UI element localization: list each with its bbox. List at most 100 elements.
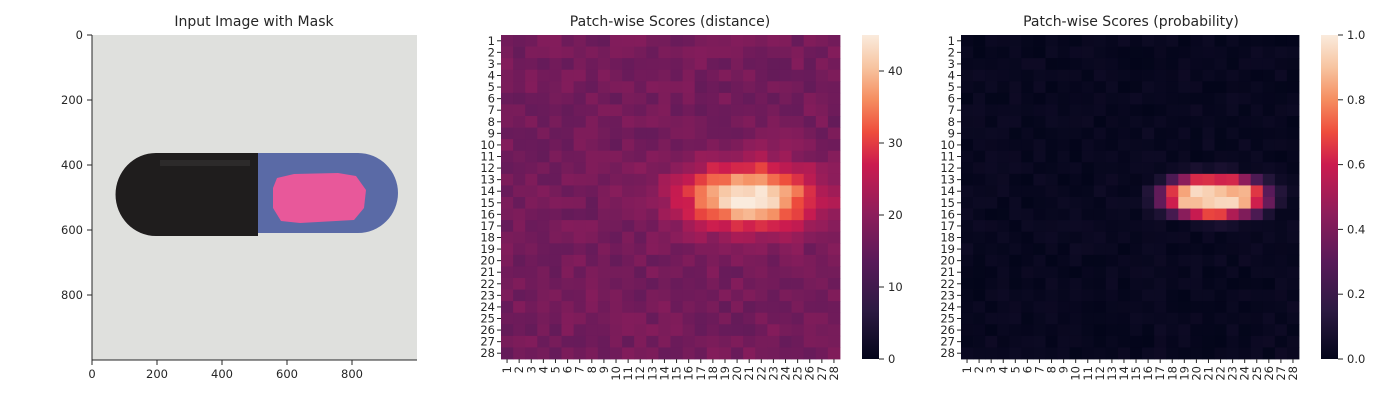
heatmap-cell	[658, 92, 671, 105]
heatmap-cell	[1154, 81, 1167, 94]
heatmap-cell	[706, 266, 720, 279]
heatmap-cell	[1226, 185, 1240, 198]
heatmap-cell	[1286, 208, 1300, 221]
heatmap-cell	[694, 46, 708, 59]
heatmap-cell	[985, 254, 998, 267]
heatmap-cell	[513, 312, 526, 325]
probability-row-labels: 1234567891011121314151617181920212223242…	[940, 34, 961, 360]
heatmap-cell	[1009, 254, 1022, 267]
heatmap-cell	[1009, 185, 1022, 198]
heatmap-cell	[985, 162, 998, 175]
col-label: 26	[803, 366, 817, 381]
heatmap-cell	[1262, 220, 1276, 233]
heatmap-cell	[961, 243, 974, 256]
colorbar-tick-label: 1.0	[1347, 28, 1365, 42]
heatmap-cell	[1142, 243, 1155, 256]
heatmap-cell	[573, 220, 587, 233]
heatmap-cell	[803, 347, 817, 360]
heatmap-cell	[1274, 335, 1288, 348]
heatmap-cell	[1093, 254, 1107, 267]
heatmap-cell	[1166, 104, 1179, 117]
heatmap-cell	[767, 35, 780, 47]
heatmap-cell	[585, 266, 599, 279]
heatmap-cell	[803, 139, 817, 152]
heatmap-cell	[1021, 162, 1034, 175]
heatmap-cell	[767, 197, 780, 209]
heatmap-cell	[1033, 81, 1046, 94]
col-label: 4	[996, 366, 1010, 373]
heatmap-cell	[597, 301, 611, 314]
heatmap-cell	[1009, 231, 1022, 244]
heatmap-cell	[1286, 266, 1300, 279]
heatmap-cell	[646, 185, 659, 198]
row-label: 14	[480, 184, 495, 198]
heatmap-cell	[1105, 208, 1119, 221]
heatmap-cell	[1057, 347, 1071, 360]
heatmap-cell	[1142, 35, 1155, 47]
heatmap-cell	[1130, 266, 1143, 279]
heatmap-cell	[682, 335, 696, 348]
heatmap-cell	[791, 46, 805, 59]
heatmap-cell	[658, 324, 671, 337]
heatmap-cell	[609, 162, 623, 175]
heatmap-cell	[803, 81, 817, 94]
heatmap-cell	[767, 150, 780, 163]
heatmap-cell	[1274, 243, 1288, 256]
heatmap-cell	[743, 231, 756, 244]
heatmap-cell	[1093, 81, 1107, 94]
heatmap-cell	[706, 46, 720, 59]
heatmap-cell	[634, 46, 647, 59]
heatmap-cell	[973, 162, 986, 175]
row-label: 14	[940, 184, 955, 198]
heatmap-cell	[1117, 312, 1131, 325]
col-label: 2	[512, 366, 526, 373]
heatmap-cell	[597, 347, 611, 360]
heatmap-cell	[1166, 150, 1179, 163]
heatmap-cell	[1105, 266, 1119, 279]
heatmap-cell	[731, 243, 744, 256]
heatmap-cell	[658, 243, 671, 256]
heatmap-cell	[1021, 104, 1034, 117]
heatmap-cell	[694, 301, 708, 314]
heatmap-cell	[1081, 46, 1095, 59]
heatmap-cell	[1154, 289, 1167, 302]
heatmap-cell	[1081, 162, 1095, 175]
heatmap-cell	[682, 220, 696, 233]
heatmap-cell	[573, 81, 587, 94]
heatmap-cell	[1274, 46, 1288, 59]
heatmap-cell	[1117, 173, 1131, 186]
heatmap-cell	[1009, 150, 1022, 163]
row-label: 17	[480, 219, 495, 233]
heatmap-cell	[1154, 266, 1167, 279]
heatmap-cell	[997, 347, 1010, 360]
heatmap-cell	[573, 243, 587, 256]
heatmap-cell	[791, 312, 805, 325]
heatmap-cell	[561, 104, 575, 117]
heatmap-cell	[658, 266, 671, 279]
heatmap-cell	[1033, 243, 1046, 256]
heatmap-cell	[585, 324, 599, 337]
heatmap-cell	[694, 58, 708, 71]
heatmap-cell	[985, 58, 998, 71]
heatmap-cell	[1154, 335, 1167, 348]
heatmap-cell	[755, 127, 768, 140]
heatmap-cell	[1286, 289, 1300, 302]
heatmap-cell	[1045, 173, 1058, 186]
heatmap-cell	[731, 312, 744, 325]
heatmap-cell	[1057, 301, 1071, 314]
heatmap-cell	[1033, 312, 1046, 325]
heatmap-cell	[694, 324, 708, 337]
heatmap-cell	[1033, 173, 1046, 186]
heatmap-cell	[1105, 289, 1119, 302]
heatmap-cell	[961, 46, 974, 59]
heatmap-cell	[1130, 139, 1143, 152]
heatmap-cell	[791, 162, 805, 175]
heatmap-cell	[1286, 173, 1300, 186]
heatmap-cell	[985, 35, 998, 47]
heatmap-cell	[706, 139, 720, 152]
heatmap-cell	[501, 208, 514, 221]
heatmap-cell	[985, 69, 998, 82]
heatmap-cell	[767, 46, 780, 59]
heatmap-cell	[1117, 150, 1131, 163]
